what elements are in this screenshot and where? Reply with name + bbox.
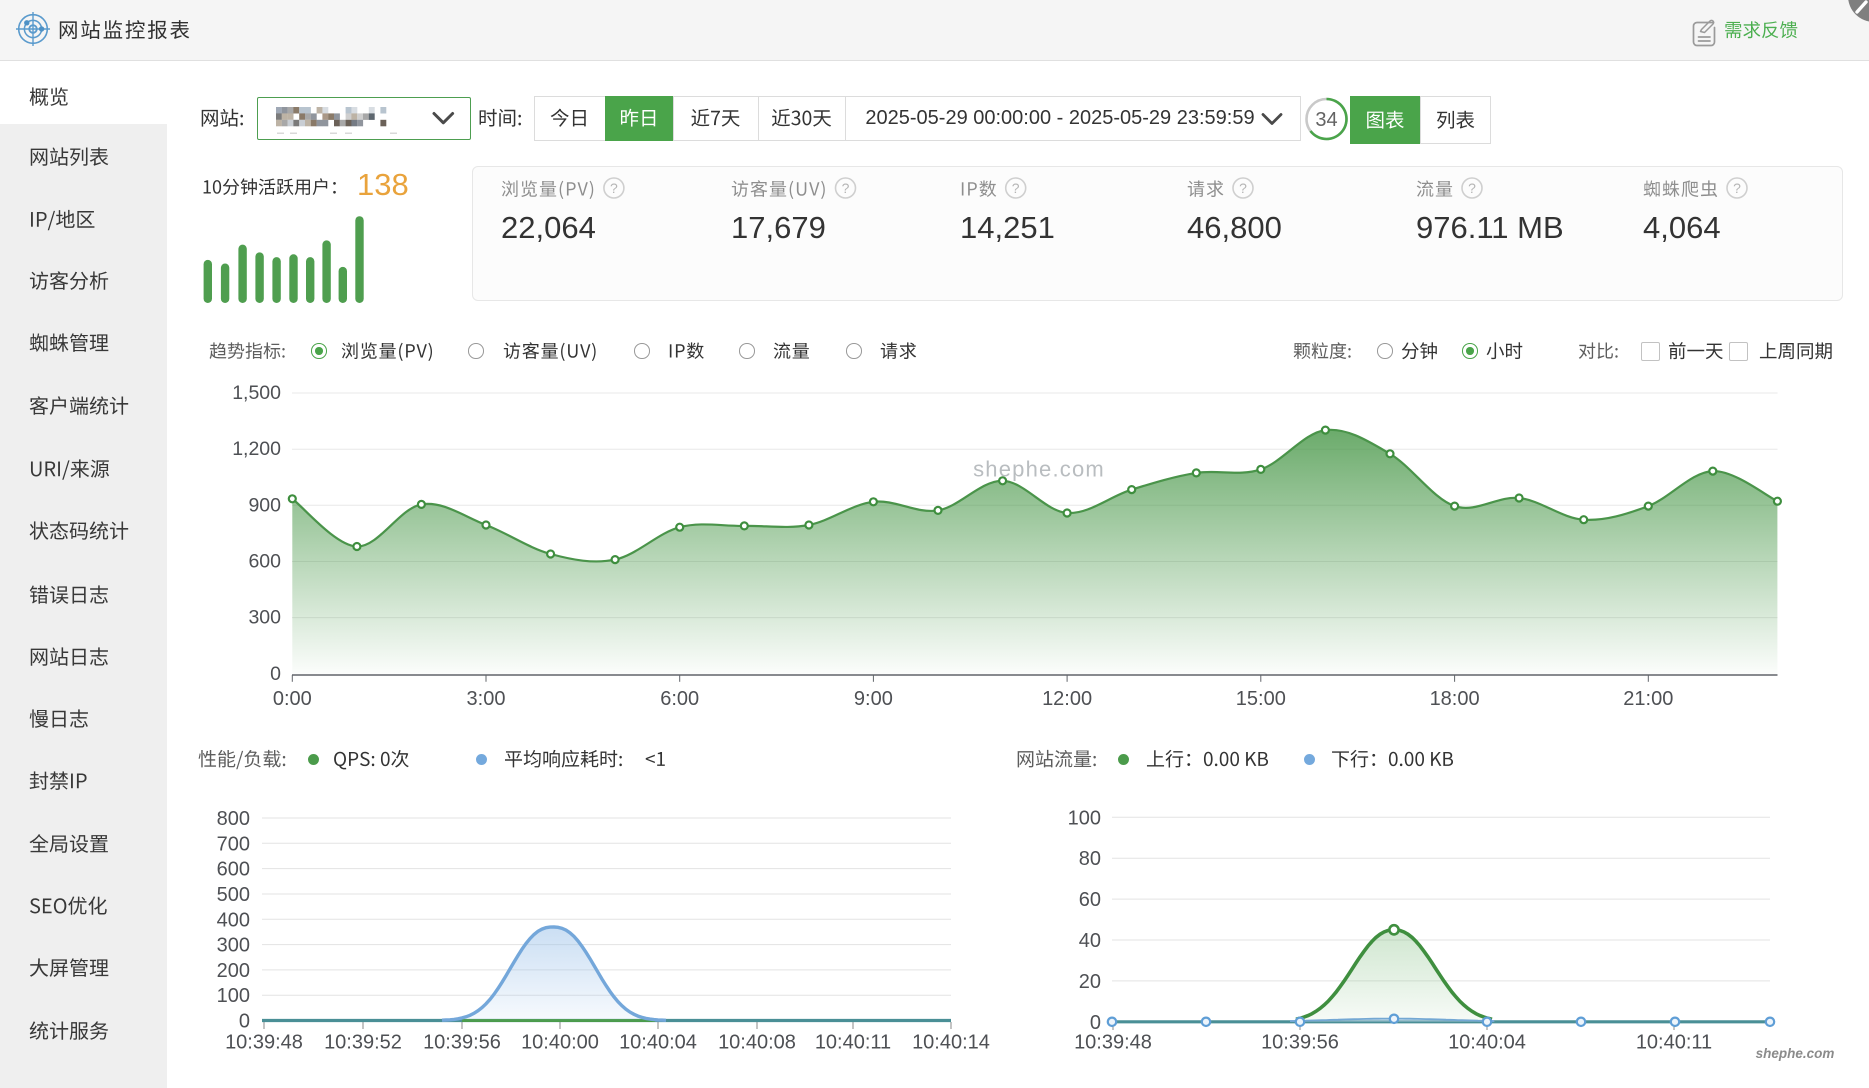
svg-text:10:40:11: 10:40:11 (815, 1032, 891, 1054)
svg-text:1,200: 1,200 (232, 438, 281, 460)
svg-text:0:00: 0:00 (273, 688, 312, 710)
svg-text:500: 500 (217, 884, 250, 906)
svg-text:200: 200 (217, 960, 250, 982)
svg-text:10:40:11: 10:40:11 (1636, 1032, 1712, 1054)
svg-text:10:39:56: 10:39:56 (1261, 1032, 1339, 1054)
svg-text:?: ? (1468, 180, 1476, 196)
svg-text:?: ? (842, 180, 850, 196)
svg-text:0: 0 (239, 1011, 250, 1033)
svg-text:10:40:14: 10:40:14 (912, 1032, 990, 1054)
svg-text:10:39:48: 10:39:48 (1074, 1032, 1152, 1054)
svg-text:800: 800 (217, 808, 250, 830)
svg-text:shephe.com: shephe.com (973, 457, 1105, 482)
svg-text:?: ? (1239, 180, 1247, 196)
svg-text:18:00: 18:00 (1430, 688, 1480, 710)
svg-text:10:40:04: 10:40:04 (1448, 1032, 1526, 1054)
svg-text:600: 600 (248, 551, 281, 573)
svg-text:80: 80 (1079, 848, 1101, 870)
svg-text:600: 600 (217, 859, 250, 881)
svg-text:10:39:52: 10:39:52 (324, 1032, 402, 1054)
svg-text:?: ? (1012, 180, 1020, 196)
svg-text:20: 20 (1079, 971, 1101, 993)
svg-text:10:40:00: 10:40:00 (521, 1032, 599, 1054)
svg-text:10:39:48: 10:39:48 (225, 1032, 303, 1054)
svg-text:0: 0 (270, 663, 281, 685)
svg-text:21:00: 21:00 (1623, 688, 1673, 710)
svg-text:10:40:08: 10:40:08 (718, 1032, 796, 1054)
svg-text:9:00: 9:00 (854, 688, 893, 710)
svg-text:12:00: 12:00 (1042, 688, 1092, 710)
svg-text:34: 34 (1315, 109, 1337, 131)
svg-text:100: 100 (1068, 807, 1101, 829)
svg-text:0: 0 (1090, 1012, 1101, 1034)
svg-text:10:39:56: 10:39:56 (423, 1032, 501, 1054)
svg-text:400: 400 (217, 909, 250, 931)
svg-text:3:00: 3:00 (467, 688, 506, 710)
svg-text:10:40:04: 10:40:04 (619, 1032, 697, 1054)
svg-text:300: 300 (248, 607, 281, 629)
svg-text:100: 100 (217, 985, 250, 1007)
svg-text:15:00: 15:00 (1236, 688, 1286, 710)
svg-text:900: 900 (248, 494, 281, 516)
svg-text:700: 700 (217, 833, 250, 855)
svg-text:40: 40 (1079, 930, 1101, 952)
svg-text:?: ? (610, 180, 618, 196)
svg-text:60: 60 (1079, 889, 1101, 911)
svg-text:300: 300 (217, 935, 250, 957)
svg-text:6:00: 6:00 (660, 688, 699, 710)
svg-text:?: ? (1733, 180, 1741, 196)
svg-text:1,500: 1,500 (232, 382, 281, 404)
svg-text:shephe.com: shephe.com (1756, 1046, 1835, 1061)
